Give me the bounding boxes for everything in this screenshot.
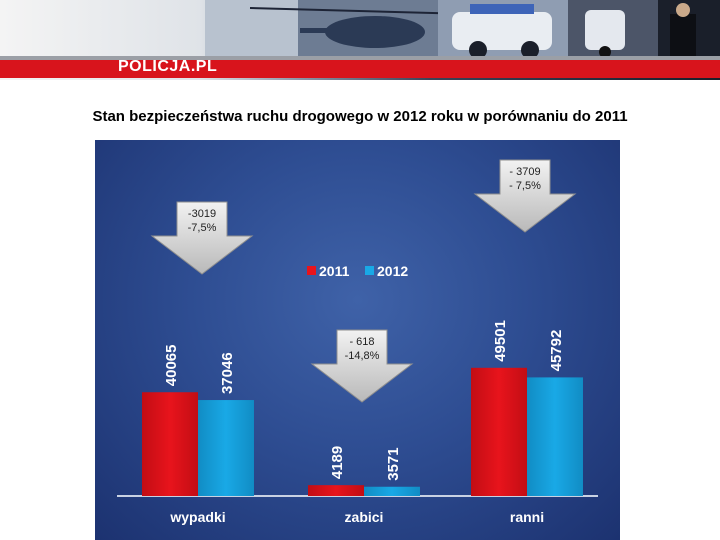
bar-ranni-2012 bbox=[527, 377, 583, 496]
data-label-ranni-2012: 45792 bbox=[548, 330, 565, 372]
legend-label-2011: 2011 bbox=[319, 263, 350, 279]
legend-swatch-2012 bbox=[365, 266, 374, 275]
bar-zabici-2011 bbox=[308, 485, 364, 496]
data-label-wypadki-2011: 40065 bbox=[163, 345, 180, 387]
x-tick-label-wypadki: wypadki bbox=[169, 509, 225, 525]
helicopter-graphic bbox=[205, 0, 720, 59]
x-tick-label-zabici: zabici bbox=[345, 509, 384, 525]
annotation-percent-ranni: - 7,5% bbox=[509, 180, 541, 192]
x-tick-label-ranni: ranni bbox=[510, 509, 544, 525]
annotation-percent-zabici: -14,8% bbox=[345, 350, 380, 362]
data-label-wypadki-2012: 37046 bbox=[219, 352, 236, 394]
data-label-zabici-2012: 3571 bbox=[385, 447, 402, 480]
chart-panel: 40065 37046 wypadki 4189 3571 zabici 49501 4579… bbox=[95, 140, 620, 540]
annotation-change-wypadki: -3019 bbox=[188, 208, 216, 220]
banner-divider bbox=[0, 56, 720, 60]
legend-swatch-2011 bbox=[307, 266, 316, 275]
brand-logo-text[interactable]: POLICJA.PL bbox=[118, 58, 218, 75]
annotation-arrow-zabici bbox=[310, 329, 414, 403]
data-label-zabici-2011: 4189 bbox=[329, 446, 346, 479]
data-label-ranni-2011: 49501 bbox=[492, 320, 509, 362]
header-banner: POLICJA.PL bbox=[0, 0, 720, 80]
annotation-arrow-wypadki bbox=[150, 201, 254, 275]
bar-ranni-2011 bbox=[471, 367, 527, 496]
bar-chart: 40065 37046 wypadki 4189 3571 zabici 49501 4579… bbox=[117, 159, 598, 525]
bar-wypadki-2011 bbox=[142, 392, 198, 496]
bar-zabici-2012 bbox=[364, 486, 420, 496]
annotation-percent-wypadki: -7,5% bbox=[188, 222, 217, 234]
bar-wypadki-2012 bbox=[198, 400, 254, 496]
annotation-change-zabici: - 618 bbox=[349, 336, 374, 348]
banner-red-stripe bbox=[0, 60, 720, 78]
legend-label-2012: 2012 bbox=[377, 263, 408, 279]
page-title: Stan bezpieczeństwa ruchu drogowego w 20… bbox=[92, 108, 628, 125]
annotation-change-ranni: - 3709 bbox=[509, 166, 540, 178]
annotation-arrow-ranni bbox=[473, 159, 577, 233]
